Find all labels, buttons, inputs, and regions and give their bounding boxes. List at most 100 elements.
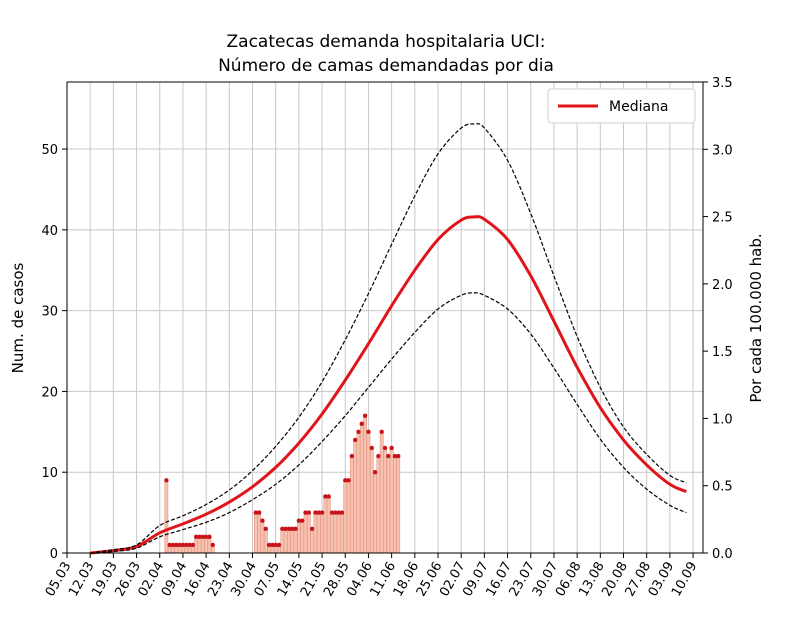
- observed-point: [210, 542, 215, 548]
- observed-bar: [373, 471, 377, 554]
- observed-bar: [363, 415, 367, 554]
- observed-point: [329, 510, 335, 515]
- observed-bar: [293, 528, 298, 554]
- observed-point: [283, 526, 288, 531]
- y-right-tick-label: 2.0: [712, 278, 733, 293]
- observed-bar: [323, 496, 328, 554]
- observed-point: [207, 534, 212, 540]
- legend-entry-median: Mediana: [609, 99, 669, 115]
- y-axis-label: Num. de casos: [9, 262, 27, 373]
- observed-bar: [204, 536, 208, 554]
- observed-point: [184, 542, 189, 548]
- observed-point: [323, 494, 328, 499]
- y-tick-label: 50: [41, 143, 58, 158]
- legend: Mediana: [547, 88, 696, 124]
- observed-bar: [316, 512, 321, 554]
- y-tick-label: 20: [41, 385, 58, 400]
- observed-bar: [260, 520, 265, 554]
- observed-point: [389, 445, 394, 451]
- observed-point: [316, 510, 321, 515]
- observed-point: [170, 542, 176, 548]
- left-axis: 0 10 20 30 40 50: [41, 143, 67, 562]
- observed-point: [180, 542, 186, 548]
- observed-point: [352, 437, 358, 443]
- observed-point: [197, 534, 202, 540]
- observed-point: [290, 526, 295, 531]
- y-right-tick-label: 0.0: [712, 547, 733, 562]
- observed-point: [319, 510, 325, 515]
- median-line: [90, 215, 688, 555]
- observed-bar: [396, 455, 401, 554]
- observed-bar: [330, 512, 334, 554]
- observed-bar: [280, 528, 285, 554]
- observed-point: [200, 534, 206, 540]
- y-right-tick-label: 3.0: [712, 143, 733, 158]
- observed-bar: [310, 528, 314, 554]
- observed-bar: [290, 528, 295, 554]
- observed-point: [253, 510, 259, 515]
- observed-point: [293, 526, 298, 531]
- observed-point: [343, 478, 348, 483]
- observed-point: [372, 470, 378, 475]
- observed-point: [306, 510, 312, 515]
- observed-point: [299, 518, 305, 523]
- observed-point: [276, 542, 282, 548]
- observed-markers: [164, 413, 401, 548]
- right-axis: 0.0 0.5 1.0 1.5 2.0 2.5 3.0 3.5: [703, 76, 733, 562]
- y-tick-label: 30: [41, 305, 58, 320]
- observed-bar: [164, 479, 169, 554]
- observed-point: [164, 478, 169, 483]
- observed-point: [296, 518, 302, 523]
- observed-point: [376, 453, 381, 459]
- observed-bar: [386, 455, 391, 554]
- observed-bar: [303, 512, 308, 554]
- observed-point: [326, 494, 331, 499]
- observed-bar: [333, 512, 338, 554]
- observed-point: [270, 542, 275, 548]
- observed-point: [339, 510, 345, 515]
- observed-bar: [197, 536, 202, 554]
- observed-bar: [283, 528, 288, 554]
- observed-bar: [257, 512, 261, 554]
- y-right-tick-label: 1.5: [712, 345, 733, 360]
- observed-point: [167, 542, 172, 548]
- observed-bar: [207, 536, 212, 554]
- observed-point: [313, 510, 318, 515]
- series-lines: [90, 123, 688, 555]
- observed-point: [273, 542, 278, 548]
- y-right-tick-label: 0.5: [712, 480, 733, 495]
- observed-bar: [306, 512, 311, 554]
- x-axis: 05.0312.0319.0326.0302.0409.0416.0423.04…: [43, 553, 701, 599]
- upper-bound-line: [90, 123, 687, 554]
- observed-point: [280, 526, 285, 531]
- y-right-tick-label: 3.5: [712, 76, 733, 91]
- observed-point: [369, 445, 374, 451]
- observed-bar: [353, 439, 358, 554]
- chart-title: Zacatecas demanda hospitalaria UCI:: [227, 32, 546, 52]
- observed-point: [187, 542, 192, 548]
- observed-point: [174, 542, 179, 548]
- observed-point: [203, 534, 209, 540]
- observed-point: [193, 534, 199, 540]
- observed-bar: [297, 520, 301, 554]
- lower-bound-line: [90, 292, 687, 554]
- observed-point: [303, 510, 308, 515]
- observed-bar: [313, 512, 318, 554]
- observed-bar: [383, 447, 387, 554]
- observed-bar: [343, 479, 348, 554]
- observed-bar: [336, 512, 341, 554]
- observed-bar: [253, 512, 258, 554]
- y-tick-label: 10: [41, 466, 58, 481]
- observed-bar: [393, 455, 397, 554]
- grid: [66, 82, 703, 554]
- observed-point: [309, 526, 315, 531]
- observed-point: [346, 478, 351, 483]
- observed-point: [362, 413, 368, 418]
- observed-bar: [200, 536, 205, 554]
- observed-bar: [326, 496, 331, 554]
- observed-point: [379, 429, 384, 435]
- observed-point: [263, 526, 268, 531]
- observed-point: [190, 542, 196, 548]
- observed-point: [286, 526, 292, 531]
- observed-point: [396, 453, 401, 459]
